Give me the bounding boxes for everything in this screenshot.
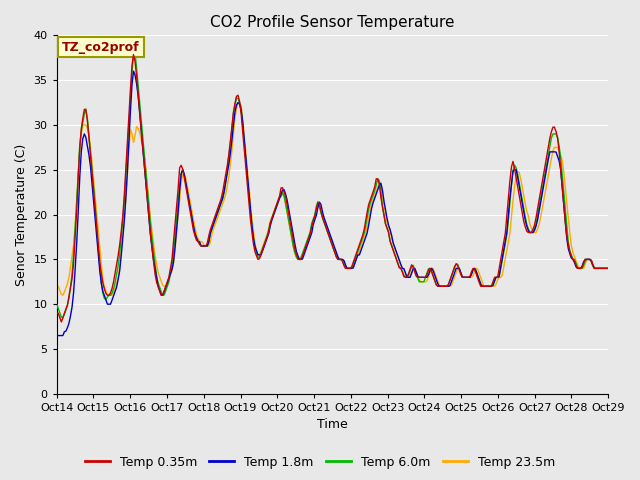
Y-axis label: Senor Temperature (C): Senor Temperature (C): [15, 144, 28, 286]
Title: CO2 Profile Sensor Temperature: CO2 Profile Sensor Temperature: [210, 15, 455, 30]
X-axis label: Time: Time: [317, 419, 348, 432]
Legend: Temp 0.35m, Temp 1.8m, Temp 6.0m, Temp 23.5m: Temp 0.35m, Temp 1.8m, Temp 6.0m, Temp 2…: [79, 451, 561, 474]
Text: TZ_co2prof: TZ_co2prof: [62, 41, 140, 54]
